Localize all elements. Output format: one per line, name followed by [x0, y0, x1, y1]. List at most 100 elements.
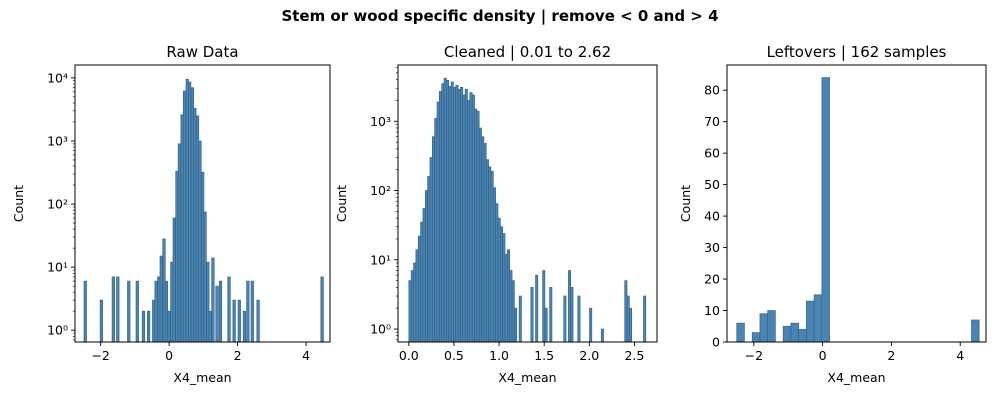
y-tick-label: 30: [704, 240, 720, 255]
histogram-bar: [246, 280, 250, 342]
x-axis-label: X4_mean: [498, 370, 556, 385]
x-tick-label: 0.5: [444, 348, 464, 363]
figure-suptitle: Stem or wood specific density | remove <…: [281, 7, 718, 26]
histogram-bar: [544, 307, 548, 342]
y-tick-label: 10³: [47, 133, 68, 148]
histogram-bar: [600, 328, 604, 342]
histogram-bar: [320, 276, 324, 342]
histogram-bar: [751, 332, 761, 342]
histogram-bar: [424, 190, 428, 342]
histogram-bar: [439, 91, 442, 342]
histogram-bar: [782, 325, 792, 342]
y-tick-label: 60: [704, 146, 720, 161]
histogram-bar: [455, 85, 459, 342]
chart-panel-1: −2 0 2 4 10⁰ 10¹ 10² 10³ 10⁴ Raw Data X4_mean Count: [11, 43, 331, 385]
histogram-bar: [514, 307, 518, 342]
histogram-bar: [427, 176, 431, 342]
histogram-bar: [159, 255, 163, 342]
histogram-bar: [410, 270, 414, 342]
histogram-bar: [208, 310, 212, 342]
histogram-bar: [141, 310, 146, 342]
histogram-bar: [413, 262, 417, 342]
histogram-bar: [767, 310, 776, 342]
histogram-bar: [485, 159, 489, 342]
histogram-bar: [500, 226, 503, 342]
histogram-bar: [453, 86, 457, 342]
y-axis-label: Count: [678, 185, 693, 222]
histogram-bar: [242, 310, 247, 342]
histogram-bar: [417, 235, 421, 342]
histogram-bar: [422, 208, 426, 342]
histogram-bar: [511, 280, 515, 342]
histogram-bar: [203, 211, 207, 342]
histogram-bar: [232, 299, 236, 342]
histogram-bar: [530, 287, 534, 342]
x-tick-label: 2: [234, 348, 242, 363]
histogram-bar: [497, 217, 501, 342]
histogram-bar: [111, 276, 115, 342]
y-tick-label: 10⁰: [370, 322, 391, 337]
x-tick-label: 2.5: [624, 348, 644, 363]
x-tick-label: 1.5: [534, 348, 554, 363]
histogram-bar: [469, 92, 473, 342]
y-tick-label: 10²: [47, 197, 68, 212]
histogram-bar: [971, 319, 980, 342]
histogram-bar: [460, 86, 464, 342]
histogram-bar: [182, 90, 187, 342]
x-tick-label: 1.0: [489, 348, 509, 363]
histogram-bar: [83, 280, 87, 342]
histogram-bar: [457, 88, 461, 342]
histogram-bar: [434, 118, 438, 342]
bars: [736, 77, 980, 342]
histogram-bar: [490, 170, 494, 342]
histogram-bar: [177, 143, 181, 342]
y-tick-label: 50: [704, 177, 720, 192]
histogram-bar: [504, 254, 508, 342]
histogram-bar: [154, 280, 158, 342]
histogram-bar: [821, 77, 830, 342]
histogram-bar: [806, 300, 815, 342]
histogram-bar: [408, 280, 412, 342]
histogram-bar: [813, 294, 823, 342]
y-tick-label: 10⁴: [47, 70, 68, 85]
histogram-bar: [492, 187, 496, 342]
histogram-bar: [443, 77, 447, 342]
bars: [408, 77, 647, 342]
histogram-bar: [436, 101, 440, 342]
histogram-bar: [518, 295, 522, 342]
histogram-bar: [570, 287, 574, 342]
y-tick-label: 10⁰: [47, 323, 68, 338]
y-tick-label: 20: [704, 272, 720, 287]
histogram-bar: [474, 108, 478, 342]
y-tick-label: 10²: [370, 183, 391, 198]
histogram-bar: [790, 322, 799, 342]
histogram-bar: [446, 80, 450, 342]
histogram-bar: [420, 221, 424, 342]
histogram-bar: [759, 313, 768, 342]
histogram-bar: [164, 280, 168, 342]
axes-frame: [726, 64, 987, 343]
panel-title: Leftovers | 162 samples: [767, 43, 947, 61]
histogram-bar: [227, 276, 231, 342]
y-tick-label: 80: [704, 83, 720, 98]
histogram-bar: [481, 136, 485, 342]
histogram-bar: [478, 127, 482, 342]
histogram-bar: [218, 280, 223, 342]
histogram-bar: [462, 94, 466, 342]
histogram-bar: [549, 287, 553, 342]
x-tick-label: 0: [819, 348, 827, 363]
bars: [83, 78, 324, 342]
y-axis-label: Count: [11, 185, 26, 222]
histogram-bar: [629, 307, 633, 342]
histogram-bar: [568, 270, 572, 342]
histogram-bar: [135, 280, 139, 342]
histogram-bar: [172, 217, 176, 342]
axes-frame: [397, 64, 658, 343]
panel-title: Raw Data: [166, 43, 238, 61]
histogram-bar: [431, 136, 435, 342]
x-tick-label: 2: [887, 348, 895, 363]
histogram-bar: [256, 299, 260, 342]
histogram-bar: [624, 280, 628, 342]
